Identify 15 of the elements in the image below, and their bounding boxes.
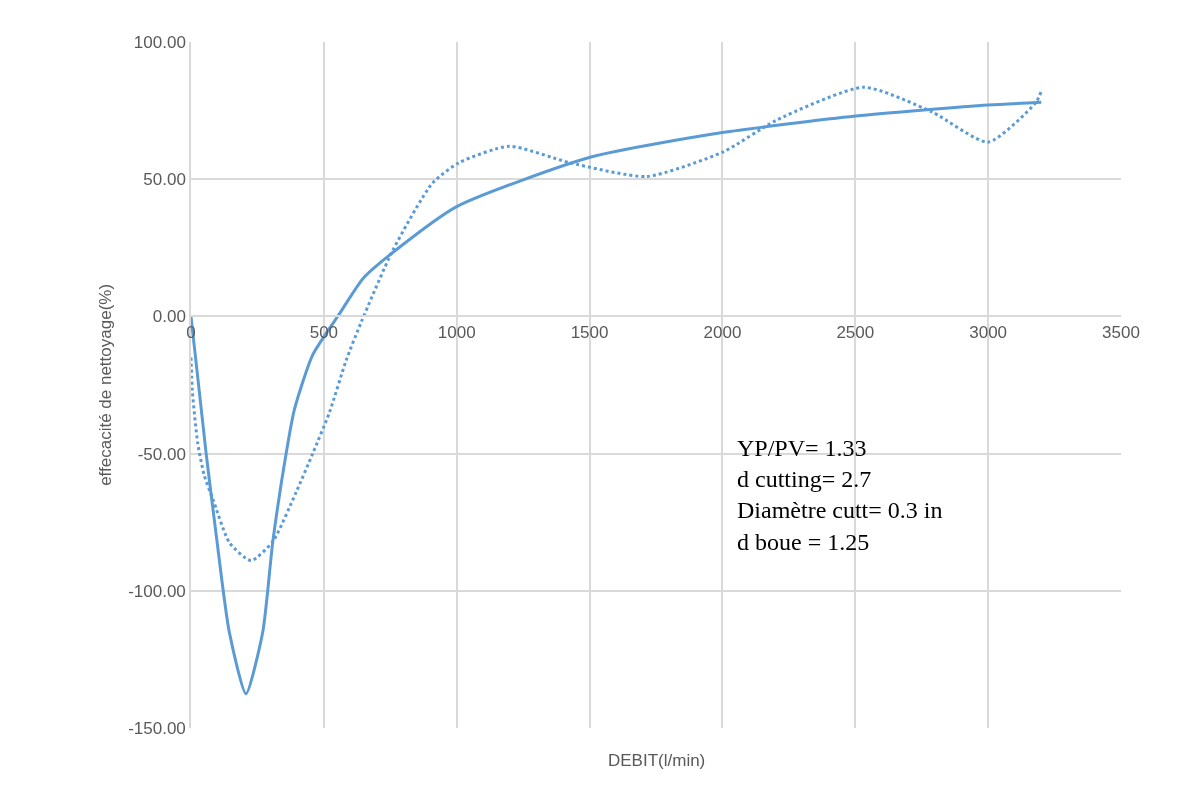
- x-tick-label: 3500: [1102, 322, 1140, 342]
- x-tick-label: 2000: [703, 322, 742, 342]
- x-tick-label: 2500: [836, 322, 875, 342]
- x-tick-label: 1000: [437, 322, 476, 342]
- y-tick-label: -100.00: [128, 581, 186, 601]
- y-tick-label: -50.00: [137, 444, 186, 464]
- y-tick-label: 100.00: [133, 32, 186, 52]
- y-tick-label: 0.00: [152, 307, 186, 327]
- annotation: YP/PV= 1.33 d cutting= 2.7 Diamètre cutt= 0.3 in d boue = 1.25: [737, 435, 943, 555]
- y-tick-label: -150.00: [128, 718, 186, 738]
- x-axis-title: DEBIT(l/min): [608, 751, 706, 770]
- y-axis-title: effecacité de nettoyage(%): [95, 283, 115, 486]
- y-tick-label: 50.00: [143, 170, 186, 190]
- x-tick-label: 1500: [570, 322, 609, 342]
- x-tick-label: 3000: [969, 322, 1008, 342]
